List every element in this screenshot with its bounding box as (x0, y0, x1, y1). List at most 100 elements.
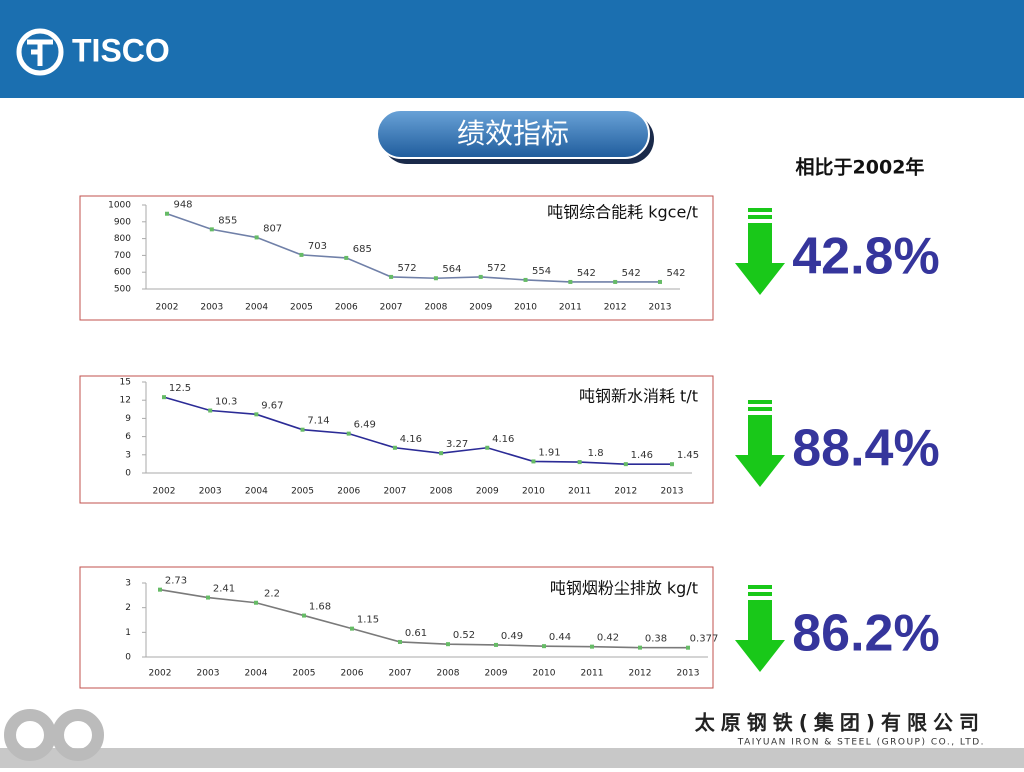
data-point (165, 211, 169, 216)
comparison-note: 相比于2002年 (796, 156, 925, 179)
y-tick-label: 600 (114, 268, 131, 278)
data-label: 0.44 (549, 632, 571, 643)
arrow-body (735, 223, 785, 295)
logo-text: TISCO (72, 32, 170, 68)
data-point (478, 274, 483, 279)
x-tick-label: 2012 (629, 669, 652, 679)
chart-title: 吨钢烟粉尘排放 kg/t (550, 579, 698, 598)
x-tick-label: 2002 (153, 487, 176, 497)
data-label: 2.41 (213, 584, 235, 595)
arrow-body (735, 600, 785, 672)
y-tick-label: 9 (125, 414, 131, 424)
data-label: 10.3 (215, 397, 237, 408)
data-point (485, 445, 490, 450)
data-point (590, 644, 594, 649)
data-label: 1.45 (677, 450, 699, 461)
data-label: 3.27 (446, 439, 468, 450)
y-tick-label: 0 (125, 653, 131, 663)
y-tick-label: 2 (125, 603, 131, 613)
data-point (439, 451, 444, 456)
data-label: 564 (442, 264, 461, 275)
y-tick-label: 6 (125, 432, 131, 442)
footer-company-en: TAIYUAN IRON & STEEL (GROUP) CO., LTD. (737, 738, 985, 748)
data-point (158, 587, 162, 592)
x-tick-label: 2007 (380, 303, 403, 313)
data-label: 4.16 (492, 434, 514, 445)
line-chart: 吨钢烟粉尘排放 kg/t 0 1 2 3 2002 2003 2004 2005 2006 2007… (79, 566, 718, 689)
data-label: 685 (353, 244, 372, 255)
data-label: 1.68 (309, 602, 331, 613)
header-bar (0, 0, 1024, 98)
x-tick-label: 2008 (430, 487, 453, 497)
arrow-stripe (748, 400, 772, 404)
data-label: 703 (308, 241, 327, 252)
chart-frame (79, 375, 714, 504)
data-point (254, 600, 258, 605)
x-tick-label: 2005 (293, 669, 316, 679)
slide-title: 绩效指标 (457, 117, 569, 150)
data-label: 1.15 (357, 615, 379, 626)
x-tick-label: 2004 (245, 303, 268, 313)
logo-icon (16, 28, 64, 76)
data-point (209, 227, 214, 232)
data-point (613, 279, 618, 284)
data-label: 0.38 (645, 634, 667, 645)
data-point (433, 276, 438, 281)
data-label: 572 (398, 263, 417, 274)
x-tick-label: 2006 (335, 303, 358, 313)
data-point (658, 279, 662, 284)
x-tick-label: 2007 (389, 669, 412, 679)
data-point (623, 462, 628, 467)
x-tick-label: 2003 (197, 669, 220, 679)
data-point (350, 626, 354, 631)
x-tick-label: 2013 (649, 303, 672, 313)
chart-title: 吨钢综合能耗 kgce/t (547, 203, 698, 222)
data-point (398, 639, 402, 644)
chart-frame (79, 195, 714, 321)
y-tick-label: 15 (120, 378, 131, 388)
data-point (446, 642, 450, 647)
x-tick-label: 2009 (469, 303, 492, 313)
data-label: 542 (666, 268, 685, 279)
x-tick-label: 2003 (200, 303, 223, 313)
data-label: 0.52 (453, 630, 475, 641)
data-label: 542 (577, 268, 596, 279)
y-tick-label: 12 (120, 396, 131, 406)
data-point (577, 460, 582, 465)
x-tick-label: 2008 (424, 303, 447, 313)
series-line (159, 588, 689, 649)
data-label: 9.67 (261, 400, 283, 411)
indicator-value: 42.8% (792, 228, 939, 286)
footer-logo (4, 709, 104, 761)
data-label: 1.91 (538, 447, 560, 458)
data-point (638, 645, 642, 650)
data-label: 6.49 (354, 420, 376, 431)
x-tick-label: 2003 (199, 487, 222, 497)
data-label: 855 (218, 215, 237, 226)
data-label: 1.8 (588, 448, 604, 459)
data-label: 1.46 (631, 450, 653, 461)
data-point (494, 642, 498, 647)
x-tick-label: 2011 (581, 669, 604, 679)
x-tick-label: 2005 (290, 303, 313, 313)
data-point (254, 412, 259, 417)
footer-bar (0, 748, 1024, 768)
data-label: 807 (263, 223, 282, 234)
data-point (542, 644, 546, 649)
data-point (208, 408, 213, 413)
y-tick-label: 900 (114, 217, 131, 227)
indicator-value: 88.4% (792, 420, 939, 478)
data-label: 4.16 (400, 434, 422, 445)
arrow-stripe (748, 407, 772, 411)
footer-company-cn: 太原钢铁(集团)有限公司 (695, 711, 985, 735)
arrow-stripe (748, 215, 772, 219)
series-line (166, 212, 660, 283)
x-tick-label: 2007 (383, 487, 406, 497)
data-label: 0.42 (597, 633, 619, 644)
data-point (346, 431, 351, 436)
x-tick-label: 2005 (291, 487, 314, 497)
y-tick-label: 700 (114, 251, 131, 261)
arrow-body (735, 415, 785, 487)
y-tick-label: 500 (114, 285, 131, 295)
